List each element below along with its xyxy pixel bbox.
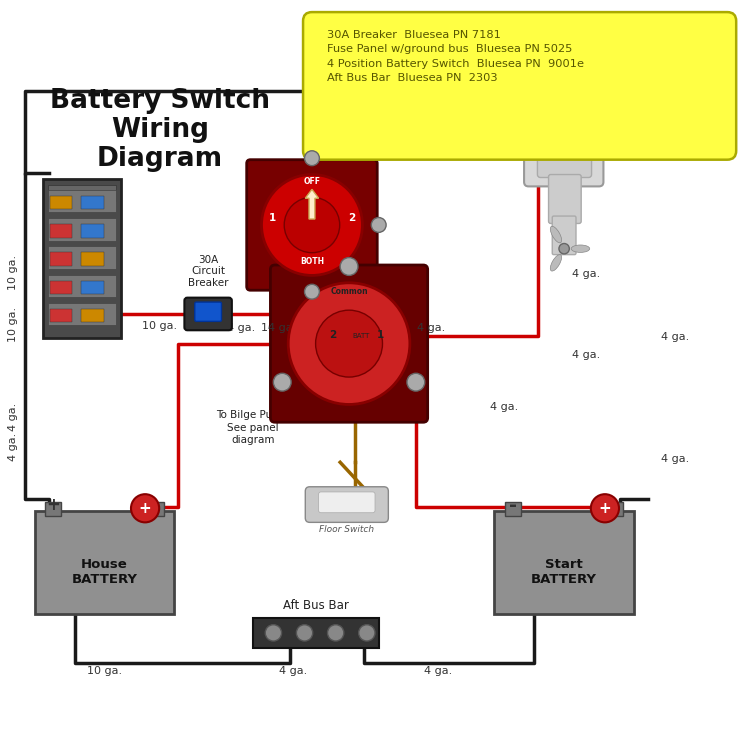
Text: To Bilge Pump
See panel
diagram: To Bilge Pump See panel diagram: [216, 410, 290, 445]
FancyBboxPatch shape: [44, 179, 121, 338]
Circle shape: [304, 284, 320, 299]
Text: Start
BATTERY: Start BATTERY: [531, 558, 597, 586]
Bar: [81, 196, 104, 210]
Bar: [147, 502, 164, 516]
FancyBboxPatch shape: [548, 174, 581, 223]
Text: 30A Breaker  Bluesea PN 7181
Fuse Panel w/ground bus  Bluesea PN 5025
4 Position: 30A Breaker Bluesea PN 7181 Fuse Panel w…: [327, 30, 584, 83]
Bar: [50, 196, 73, 210]
Bar: [48, 185, 116, 201]
Text: 30A
Circuit
Breaker: 30A Circuit Breaker: [188, 255, 228, 288]
Bar: [81, 309, 104, 322]
Text: 4 ga.: 4 ga.: [8, 432, 18, 461]
Text: 4 ga.: 4 ga.: [490, 403, 518, 412]
Bar: [608, 502, 623, 516]
FancyBboxPatch shape: [524, 111, 604, 186]
Bar: [45, 502, 62, 516]
Text: House
BATTERY: House BATTERY: [71, 558, 137, 586]
Text: 4 ga.: 4 ga.: [661, 332, 688, 342]
Circle shape: [304, 151, 320, 166]
Bar: [253, 618, 379, 648]
Bar: [48, 219, 116, 241]
Circle shape: [371, 218, 386, 232]
Text: 1: 1: [269, 213, 276, 223]
FancyBboxPatch shape: [538, 126, 592, 177]
Text: 10 ga.: 10 ga.: [8, 255, 18, 290]
Bar: [50, 224, 73, 238]
Text: Floor Switch: Floor Switch: [320, 526, 374, 535]
Circle shape: [358, 625, 375, 641]
FancyBboxPatch shape: [271, 265, 428, 422]
Text: 1: 1: [376, 329, 384, 340]
Text: 4 ga.: 4 ga.: [572, 269, 601, 279]
FancyArrow shape: [305, 189, 319, 219]
Ellipse shape: [572, 245, 590, 253]
Circle shape: [273, 373, 291, 391]
Text: 4 ga.: 4 ga.: [424, 666, 452, 676]
Circle shape: [288, 283, 410, 404]
FancyBboxPatch shape: [494, 511, 634, 614]
FancyBboxPatch shape: [34, 511, 174, 614]
FancyBboxPatch shape: [305, 487, 388, 523]
Text: 4 ga.: 4 ga.: [8, 403, 18, 431]
Bar: [48, 303, 116, 325]
Circle shape: [591, 494, 619, 523]
Text: 4 ga.: 4 ga.: [416, 323, 445, 333]
Circle shape: [316, 310, 382, 377]
FancyBboxPatch shape: [184, 298, 232, 330]
FancyBboxPatch shape: [247, 160, 377, 290]
Text: -: -: [509, 496, 517, 515]
Circle shape: [407, 373, 424, 391]
FancyBboxPatch shape: [303, 12, 736, 160]
Text: Common: Common: [330, 287, 368, 296]
FancyBboxPatch shape: [319, 492, 375, 513]
Text: 4 ga.: 4 ga.: [227, 323, 256, 333]
Text: +: +: [46, 496, 60, 514]
FancyBboxPatch shape: [195, 302, 221, 321]
Text: Battery Switch
Wiring
Diagram: Battery Switch Wiring Diagram: [50, 87, 270, 172]
Circle shape: [266, 625, 281, 641]
Text: BATT: BATT: [352, 333, 370, 339]
Text: 2: 2: [348, 213, 355, 223]
Bar: [81, 280, 104, 294]
Bar: [48, 274, 116, 297]
Bar: [50, 309, 73, 322]
Circle shape: [340, 258, 358, 275]
Text: +: +: [139, 501, 152, 516]
Ellipse shape: [550, 226, 562, 243]
Circle shape: [328, 625, 344, 641]
Bar: [505, 502, 521, 516]
Text: 10 ga.: 10 ga.: [87, 666, 122, 676]
Bar: [50, 253, 73, 265]
Text: BOTH: BOTH: [300, 258, 324, 266]
Bar: [48, 190, 116, 213]
Circle shape: [296, 625, 313, 641]
Circle shape: [262, 174, 362, 275]
Bar: [48, 247, 116, 268]
Bar: [81, 224, 104, 238]
Bar: [81, 253, 104, 265]
Text: 10 ga.: 10 ga.: [8, 307, 18, 342]
Circle shape: [284, 198, 340, 253]
Text: 4 ga.: 4 ga.: [572, 351, 601, 360]
Text: Aft Bus Bar: Aft Bus Bar: [283, 599, 349, 612]
Text: 10 ga.: 10 ga.: [261, 323, 296, 333]
Text: 4 ga.: 4 ga.: [268, 323, 296, 333]
Ellipse shape: [550, 255, 562, 271]
Text: 4 ga.: 4 ga.: [279, 666, 308, 676]
Text: 4 ga.: 4 ga.: [661, 455, 688, 464]
Circle shape: [131, 494, 159, 523]
Circle shape: [559, 244, 569, 254]
Text: OFF: OFF: [304, 176, 320, 185]
Bar: [50, 280, 73, 294]
Text: +: +: [598, 501, 611, 516]
FancyBboxPatch shape: [552, 216, 576, 255]
Text: 2: 2: [329, 329, 336, 340]
Text: 10 ga.: 10 ga.: [142, 320, 178, 331]
